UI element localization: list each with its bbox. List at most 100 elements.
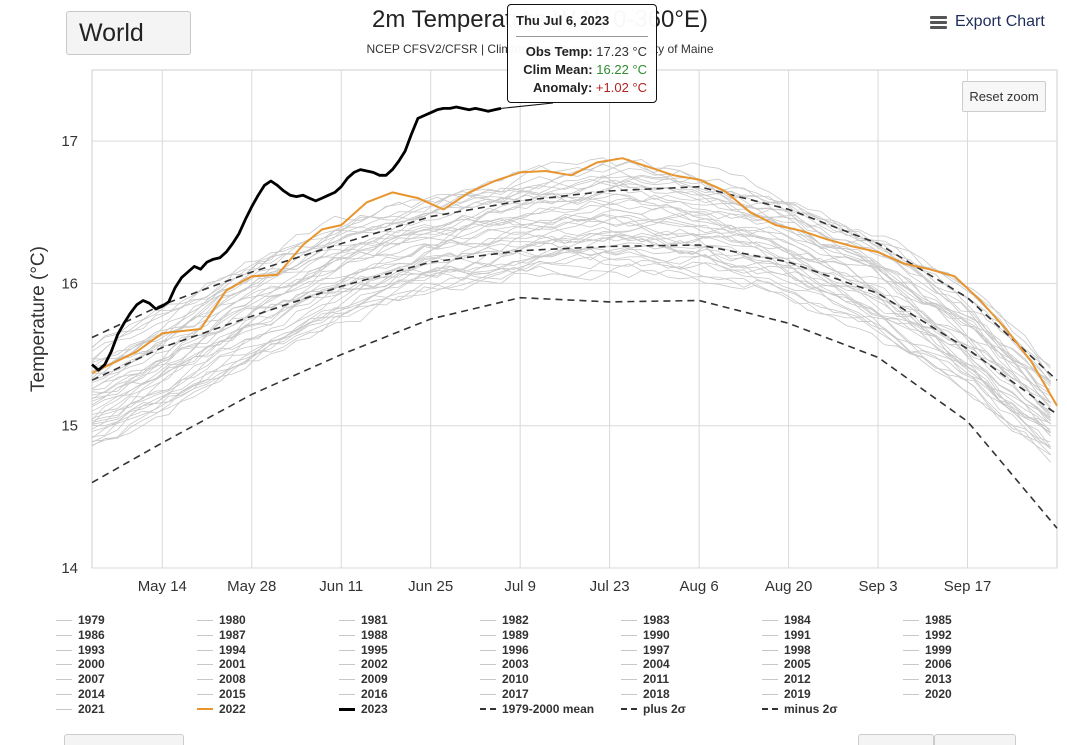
legend-item[interactable]: 2008 [197,672,246,686]
legend-symbol [621,649,637,651]
legend-symbol [480,634,496,636]
legend-symbol [56,649,72,651]
legend-symbol [903,619,919,621]
legend-item[interactable]: 2010 [480,672,529,686]
legend-item[interactable]: 2018 [621,687,670,701]
x-tick-label: Aug 20 [765,578,813,595]
historical-year-line [91,157,1051,369]
legend-item[interactable]: 2004 [621,657,670,671]
legend-symbol [762,634,778,636]
legend-item[interactable]: 1996 [480,643,529,657]
reset-zoom-button[interactable]: Reset zoom [962,81,1046,112]
legend-symbol [480,693,496,695]
legend-label: 2001 [219,657,246,671]
series-line-2022 [91,157,1058,407]
legend-item[interactable]: 2011 [621,672,669,686]
legend-symbol [197,678,213,680]
legend-item[interactable]: 2007 [56,672,105,686]
legend-item[interactable]: 1985 [903,613,952,627]
legend-item[interactable]: 1999 [903,643,952,657]
legend-item[interactable]: 1997 [621,643,670,657]
legend-item[interactable]: 2001 [197,657,246,671]
y-tick-label: 14 [61,560,78,577]
legend-item[interactable]: 1990 [621,628,670,642]
tooltip-row-obs: Obs Temp: 17.23 °C [526,44,647,59]
bottom-control-right-b[interactable] [934,734,1016,745]
legend-label: 2003 [502,657,529,671]
legend-item[interactable]: 1991 [762,628,811,642]
legend-item[interactable]: 1995 [339,643,388,657]
legend-item[interactable]: 2021 [56,702,105,716]
legend-item[interactable]: 2017 [480,687,529,701]
legend-item[interactable]: 1980 [197,613,246,627]
bottom-control-right-a[interactable] [858,734,934,745]
legend-item[interactable]: 2016 [339,687,388,701]
legend-label: 2017 [502,687,529,701]
legend-item[interactable]: 1983 [621,613,670,627]
legend-item[interactable]: 2009 [339,672,388,686]
legend-label: 2000 [78,657,105,671]
x-tick-label: May 28 [227,578,276,595]
historical-year-line [91,163,1051,382]
legend-item[interactable]: 1994 [197,643,246,657]
historical-year-line [91,174,1051,383]
legend-symbol [621,678,637,680]
legend-item[interactable]: 2022 [197,702,246,716]
legend-label: 2022 [219,702,246,716]
plot-background [91,69,1058,569]
x-tick-label: Sep 17 [944,578,992,595]
legend-item[interactable]: 1979 [56,613,105,627]
legend-label: 1990 [643,628,670,642]
historical-year-line [91,242,1051,443]
historical-year-line [91,248,1051,449]
legend-item[interactable]: 2019 [762,687,811,701]
legend-item[interactable]: 2012 [762,672,811,686]
legend-symbol [339,707,355,711]
legend-item[interactable]: minus 2σ [762,702,838,716]
legend-item[interactable]: 1987 [197,628,246,642]
grid-lines [92,70,1057,569]
legend-item[interactable]: 1982 [480,613,529,627]
historical-year-line [91,232,1051,434]
legend-item[interactable]: 1986 [56,628,105,642]
legend-item[interactable]: 2014 [56,687,105,701]
hamburger-menu-icon [930,15,947,29]
legend-item[interactable]: 1989 [480,628,529,642]
x-tick-label: Jun 11 [319,578,363,595]
legend-item[interactable]: 2000 [56,657,105,671]
historical-year-line [91,226,1051,425]
legend-item[interactable]: 2006 [903,657,952,671]
legend-symbol [762,663,778,665]
legend-item[interactable]: 2002 [339,657,388,671]
x-tick-label: Aug 6 [680,578,719,595]
legend-label: 1999 [925,643,952,657]
legend-item[interactable]: 1988 [339,628,388,642]
export-chart-button[interactable]: Export Chart [930,11,1045,33]
legend-item[interactable]: 1984 [762,613,811,627]
legend-label: 2016 [361,687,388,701]
historical-year-line [91,263,1051,463]
bottom-control-left[interactable] [64,734,184,745]
region-select[interactable]: World [66,11,191,55]
legend-item[interactable]: plus 2σ [621,702,686,716]
legend-item[interactable]: 2020 [903,687,952,701]
legend-symbol [762,708,778,710]
legend-item[interactable]: 2015 [197,687,246,701]
legend-symbol [903,693,919,695]
legend-item[interactable]: 1998 [762,643,811,657]
legend-item[interactable]: 2023 [339,702,388,716]
legend-item[interactable]: 2003 [480,657,529,671]
legend-symbol [339,649,355,651]
legend-item[interactable]: 2005 [762,657,811,671]
historical-year-line [91,200,1051,410]
legend-item[interactable]: 1993 [56,643,105,657]
legend-label: 2011 [643,672,670,686]
legend-item[interactable]: 1979-2000 mean [480,702,594,716]
legend-item[interactable]: 1992 [903,628,952,642]
legend-item[interactable]: 2013 [903,672,952,686]
legend-item[interactable]: 1981 [339,613,388,627]
x-tick-label: Sep 3 [858,578,897,595]
legend-symbol [56,663,72,665]
legend-symbol [56,634,72,636]
